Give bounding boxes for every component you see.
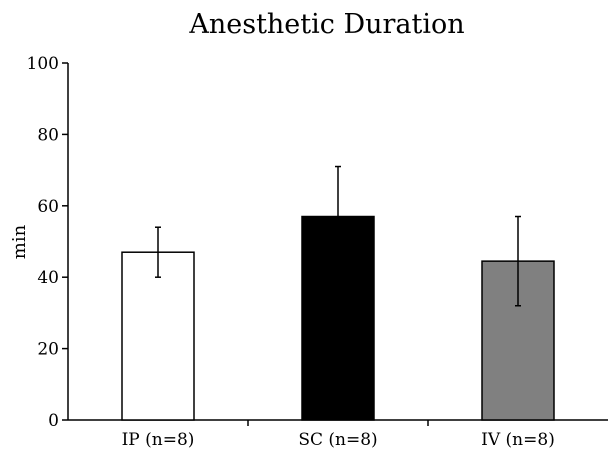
bar-iv	[481, 260, 555, 421]
y-tick-label: 60	[37, 197, 59, 217]
y-tick-label: 20	[37, 340, 59, 360]
plot-area: 0 20 40 60 80 100 IP (n=8) SC (n=8) IV (n=8)	[27, 54, 608, 450]
x-tick-label: IP (n=8)	[122, 430, 195, 450]
chart-title: Anesthetic Duration	[188, 9, 464, 40]
x-tick-label: IV (n=8)	[481, 430, 555, 450]
y-tick-label: 0	[48, 411, 59, 431]
y-tick-label: 40	[37, 268, 59, 288]
y-tick-label: 100	[27, 54, 59, 74]
x-tick-label: SC (n=8)	[298, 430, 377, 450]
bar-sc	[301, 215, 375, 421]
y-axis-label: min	[9, 224, 30, 259]
y-tick-label: 80	[37, 125, 59, 145]
